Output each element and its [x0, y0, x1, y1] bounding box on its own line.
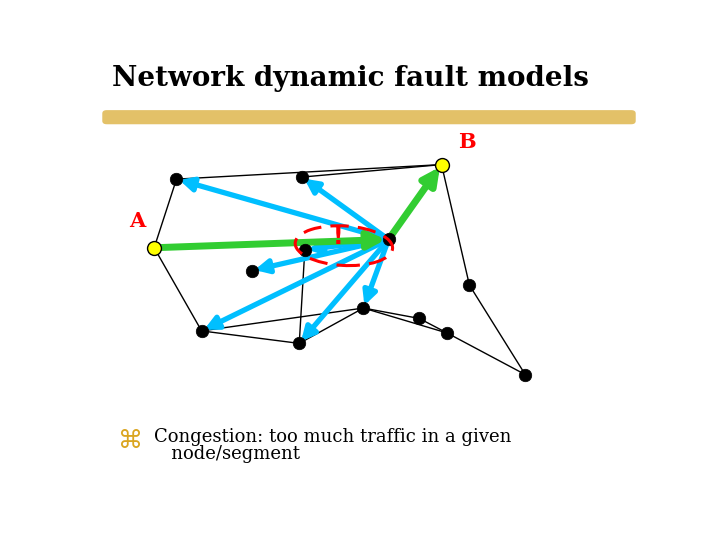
Text: ⌘: ⌘ [118, 429, 143, 453]
Text: Network dynamic fault models: Network dynamic fault models [112, 65, 589, 92]
Text: Congestion: too much traffic in a given: Congestion: too much traffic in a given [154, 428, 511, 446]
Text: B: B [459, 132, 476, 152]
Text: node/segment: node/segment [154, 444, 300, 463]
FancyBboxPatch shape [102, 110, 636, 124]
Text: !: ! [333, 225, 343, 249]
Text: A: A [130, 211, 145, 231]
